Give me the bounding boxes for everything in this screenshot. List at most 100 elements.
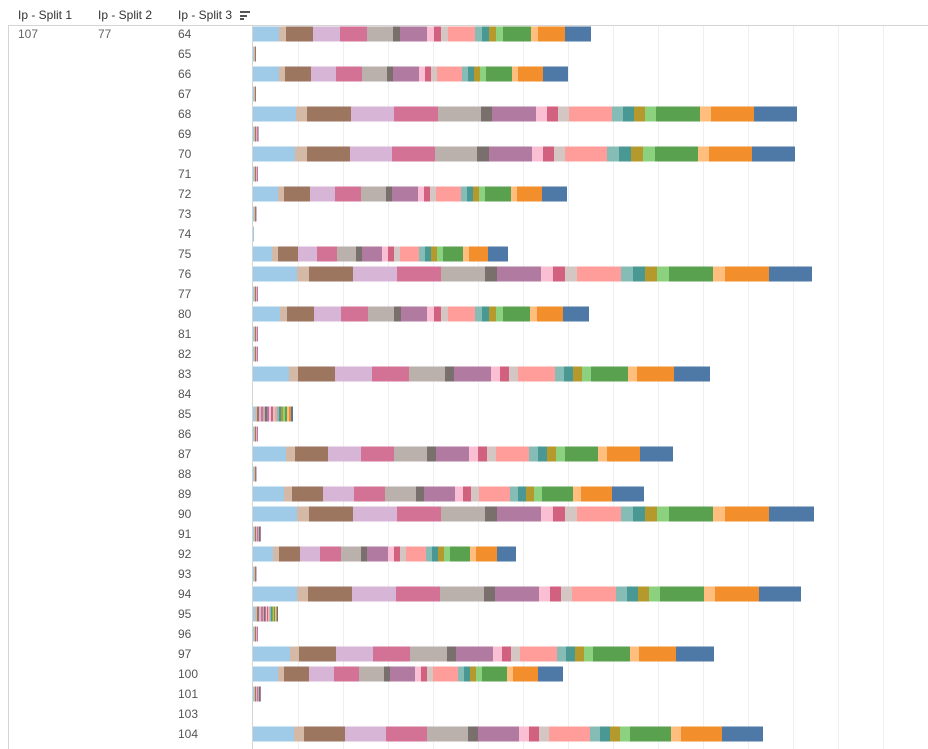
bar-segment[interactable] <box>309 666 334 682</box>
bar-segment[interactable] <box>253 606 255 622</box>
bar-segment[interactable] <box>259 526 260 542</box>
bar-segment[interactable] <box>526 486 534 502</box>
bar-segment[interactable] <box>542 186 567 202</box>
bar-segment[interactable] <box>292 486 323 502</box>
bar-segment[interactable] <box>273 606 274 622</box>
bar-segment[interactable] <box>631 146 643 162</box>
bar-segment[interactable] <box>255 686 256 702</box>
bar-segment[interactable] <box>481 106 492 122</box>
bar-segment[interactable] <box>519 726 529 742</box>
bar-segment[interactable] <box>534 486 542 502</box>
bar-segment[interactable] <box>513 666 538 682</box>
bar-segment[interactable] <box>415 666 421 682</box>
bar-segment[interactable] <box>475 306 482 322</box>
bar-segment[interactable] <box>496 306 503 322</box>
bar-segment[interactable] <box>640 446 673 462</box>
bar-segment[interactable] <box>353 506 397 522</box>
bar-segment[interactable] <box>431 66 437 82</box>
bar-segment[interactable] <box>477 146 489 162</box>
bar-segment[interactable] <box>467 186 473 202</box>
bar-segment[interactable] <box>266 606 267 622</box>
bar-segment[interactable] <box>309 266 353 282</box>
bar-segment[interactable] <box>253 626 254 642</box>
bar-segment[interactable] <box>297 506 309 522</box>
bar-segment[interactable] <box>317 246 337 262</box>
bar-segment[interactable] <box>511 646 520 662</box>
bar-segment[interactable] <box>254 86 255 102</box>
bar-segment[interactable] <box>621 266 633 282</box>
bar-segment[interactable] <box>630 646 639 662</box>
bar-segment[interactable] <box>285 406 287 422</box>
bar-segment[interactable] <box>700 106 711 122</box>
bar-segment[interactable] <box>307 106 351 122</box>
bar-segment[interactable] <box>478 726 519 742</box>
bar-segment[interactable] <box>253 286 254 302</box>
bar-segment[interactable] <box>296 106 307 122</box>
bar-segment[interactable] <box>323 486 354 502</box>
bar-segment[interactable] <box>427 726 468 742</box>
bar-segment[interactable] <box>470 666 476 682</box>
bar-segment[interactable] <box>264 606 265 622</box>
bar-segment[interactable] <box>582 366 591 382</box>
column-header-split-2[interactable]: Ip - Split 2 <box>98 8 153 22</box>
bar-segment[interactable] <box>482 306 489 322</box>
bar-segment[interactable] <box>386 186 392 202</box>
bar-segment[interactable] <box>463 246 469 262</box>
bar-segment[interactable] <box>341 546 361 562</box>
bar-segment[interactable] <box>253 566 254 582</box>
bar-segment[interactable] <box>639 646 676 662</box>
bar-segment[interactable] <box>431 246 437 262</box>
bar-segment[interactable] <box>565 146 607 162</box>
bar-segment[interactable] <box>555 366 564 382</box>
bar-segment[interactable] <box>336 646 373 662</box>
bar-segment[interactable] <box>287 406 289 422</box>
bar-segment[interactable] <box>671 726 681 742</box>
bar-segment[interactable] <box>263 606 264 622</box>
bar-segment[interactable] <box>385 486 416 502</box>
bar-segment[interactable] <box>489 146 532 162</box>
bar-segment[interactable] <box>394 446 427 462</box>
bar-segment[interactable] <box>253 246 272 262</box>
bar-segment[interactable] <box>372 366 409 382</box>
bar-segment[interactable] <box>353 266 397 282</box>
bar-segment[interactable] <box>549 726 590 742</box>
sort-descending-icon[interactable] <box>240 11 251 21</box>
bar-segment[interactable] <box>255 526 256 542</box>
bar-segment[interactable] <box>284 666 309 682</box>
bar-segment[interactable] <box>438 546 444 562</box>
bar-segment[interactable] <box>253 506 297 522</box>
bar-segment[interactable] <box>645 506 657 522</box>
bar-segment[interactable] <box>255 626 256 642</box>
bar-segment[interactable] <box>491 366 500 382</box>
bar-segment[interactable] <box>485 266 497 282</box>
bar-segment[interactable] <box>253 346 254 362</box>
bar-segment[interactable] <box>254 206 255 222</box>
bar-segment[interactable] <box>630 726 671 742</box>
bar-segment[interactable] <box>503 306 530 322</box>
bar-segment[interactable] <box>455 486 463 502</box>
bar-segment[interactable] <box>281 406 283 422</box>
bar-segment[interactable] <box>430 186 436 202</box>
bar-segment[interactable] <box>275 406 277 422</box>
bar-segment[interactable] <box>547 446 556 462</box>
bar-segment[interactable] <box>400 246 419 262</box>
column-header-split-1[interactable]: Ip - Split 1 <box>18 8 73 22</box>
bar-segment[interactable] <box>489 26 496 42</box>
bar-segment[interactable] <box>418 186 424 202</box>
bar-segment[interactable] <box>497 506 541 522</box>
bar-segment[interactable] <box>314 306 341 322</box>
bar-segment[interactable] <box>620 726 630 742</box>
bar-segment[interactable] <box>255 46 256 62</box>
bar-segment[interactable] <box>253 726 294 742</box>
bar-segment[interactable] <box>628 366 637 382</box>
bar-segment[interactable] <box>253 186 278 202</box>
bar-segment[interactable] <box>538 446 547 462</box>
bar-segment[interactable] <box>725 506 769 522</box>
bar-segment[interactable] <box>572 586 616 602</box>
bar-segment[interactable] <box>257 166 258 182</box>
bar-segment[interactable] <box>539 726 549 742</box>
bar-segment[interactable] <box>259 406 261 422</box>
bar-segment[interactable] <box>390 666 415 682</box>
bar-segment[interactable] <box>260 686 261 702</box>
bar-segment[interactable] <box>269 606 270 622</box>
